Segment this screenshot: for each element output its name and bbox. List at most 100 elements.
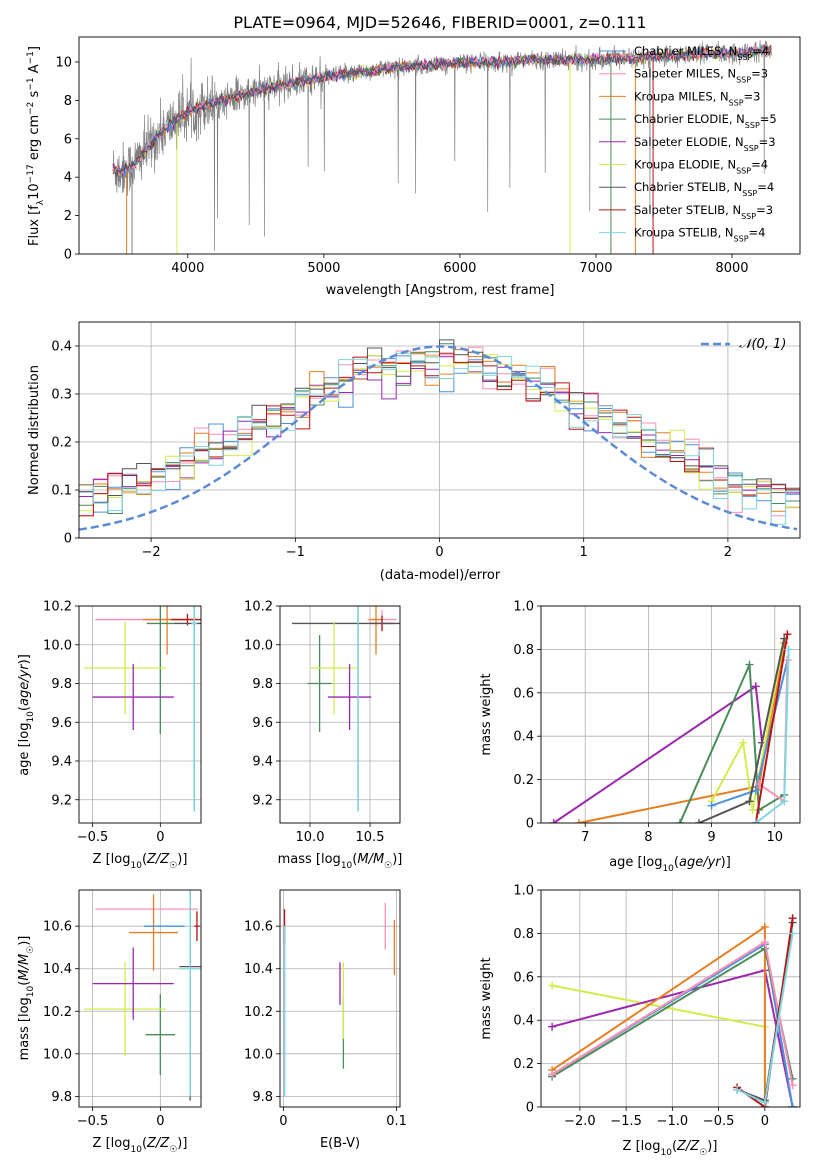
weight-marker-salpeter_stelib: [788, 914, 797, 923]
axes-frame: [279, 605, 401, 824]
x-tick-label: −1.0: [657, 1114, 689, 1129]
y-axis-label: Normed distribution: [27, 365, 42, 495]
plot-area: [112, 40, 772, 254]
normal-distribution-curve: [79, 345, 798, 531]
y-tick-label: 6: [64, 132, 72, 147]
panel-residuals: −2 −1 0 1 2 0 0.1 0.2 0.3 0.4 (data-model)/error No…: [27, 321, 801, 583]
axes-frame: [78, 321, 801, 539]
model-fit-chabrier_stelib: [112, 46, 772, 178]
weight-marker-salpeter_elodie: [549, 819, 558, 823]
legend-entry: Kroupa MILES, NSSP=3: [634, 89, 760, 107]
x-tick-label: 0: [761, 1114, 769, 1129]
panel-mass_vs_EBV: 0 0.1 9.8 10.0 10.2 10.4 10.6 E(B-V): [244, 889, 407, 1151]
weight-marker-kroupa_elodie: [748, 805, 757, 814]
y-tick-label: 8: [64, 94, 72, 109]
weight-marker-chabrier_miles: [751, 786, 760, 795]
legend-entry: Kroupa ELODIE, NSSP=4: [634, 158, 768, 176]
x-tick-label: 1: [580, 545, 588, 560]
x-tick-label: 5000: [307, 261, 340, 276]
plot-area: [84, 606, 201, 812]
legend-entry: Salpeter STELIB, NSSP=3: [634, 203, 773, 221]
axes-frame: [540, 605, 801, 824]
plot-area: [84, 890, 201, 1101]
x-axis-label: Z [log10(Z/Z☉)]: [93, 852, 188, 871]
y-tick-label: 9.2: [51, 793, 72, 808]
y-tick-label: 0.4: [513, 730, 534, 745]
x-axis-label: wavelength [Angstrom, rest frame]: [326, 283, 555, 298]
x-tick-label: 2: [724, 545, 732, 560]
x-tick-label: 0: [156, 830, 164, 845]
weight-marker-kroupa_stelib: [733, 1085, 742, 1094]
weight-marker-kroupa_stelib: [780, 797, 789, 806]
panel-weight_vs_age: 7 8 9 10 0 0.2 0.4 0.6 0.8 1.0 mass weight age [log…: [479, 600, 801, 874]
y-tick-label: 0.6: [513, 970, 534, 985]
x-tick-label: 0: [435, 545, 443, 560]
x-tick-label: 7000: [579, 261, 612, 276]
weight-marker-kroupa_stelib: [751, 819, 760, 823]
legend-entry: Chabrier STELIB, NSSP=4: [634, 180, 774, 198]
x-axis-label: Z [log10(Z/Z☉)]: [93, 1136, 188, 1155]
weight-marker-chabrier_miles: [707, 801, 716, 810]
legend-entry: Salpeter MILES, NSSP=3: [634, 67, 768, 85]
weight-line-kroupa_elodie: [551, 984, 766, 1101]
x-tick-label: 0.1: [386, 1114, 407, 1129]
panel-age_vs_mass: 10.0 10.5 9.2 9.4 9.6 9.8 10.0 10.2 mass [log10(…: [244, 600, 402, 872]
weight-line-salpeter_stelib: [754, 634, 789, 823]
weight-marker-chabrier_miles: [788, 1103, 797, 1107]
x-tick-label: 0: [279, 1114, 287, 1129]
y-tick-label: 0.4: [51, 340, 72, 355]
y-tick-label: 0: [526, 817, 534, 832]
x-axis-label: age [log10(age/yr)]: [609, 855, 731, 874]
plot-area: [549, 630, 793, 823]
weight-marker-kroupa_stelib: [784, 645, 793, 654]
weight-marker-kroupa_elodie: [739, 738, 748, 747]
legend-entry: Salpeter ELODIE, NSSP=3: [634, 135, 776, 153]
weight-marker-salpeter_miles: [760, 938, 769, 947]
weight-marker-salpeter_stelib: [783, 630, 792, 639]
histogram-kroupa_stelib: [79, 352, 800, 525]
y-tick-label: 0: [64, 532, 72, 547]
y-tick-label: 10.2: [244, 600, 273, 615]
y-tick-label: 9.4: [252, 755, 273, 770]
y-tick-label: 9.2: [252, 793, 273, 808]
plot-area: [292, 606, 400, 812]
y-tick-label: 0.8: [513, 643, 534, 658]
x-tick-label: −0.5: [77, 830, 109, 845]
histogram-chabrier_stelib: [79, 339, 800, 503]
weight-marker-salpeter_elodie: [548, 1022, 557, 1031]
panel-age_vs_Z: −0.5 0 9.2 9.4 9.6 9.8 10.0 10.2 Z [log10(Z/Z☉)]…: [17, 600, 202, 871]
y-tick-label: 10.6: [43, 920, 72, 935]
weight-marker-chabrier_elodie: [745, 660, 754, 669]
y-tick-label: 0.2: [51, 436, 72, 451]
histogram-kroupa_miles: [79, 349, 800, 512]
y-tick-label: 0.2: [513, 773, 534, 788]
y-tick-label: 9.8: [252, 1090, 273, 1105]
x-tick-label: −1.5: [610, 1114, 642, 1129]
x-tick-label: −2: [142, 545, 161, 560]
plot-area: [283, 902, 395, 1097]
y-tick-label: 0.2: [513, 1057, 534, 1072]
legend-entry: Chabrier MILES, NSSP=4: [634, 44, 769, 62]
axes-frame: [78, 605, 202, 824]
x-tick-label: 10.5: [356, 830, 385, 845]
x-tick-label: 9: [707, 830, 715, 845]
x-tick-label: −0.5: [703, 1114, 735, 1129]
y-tick-label: 10.4: [244, 962, 273, 977]
y-tick-label: 0.1: [51, 484, 72, 499]
weight-marker-kroupa_miles: [574, 819, 583, 823]
weight-line-chabrier_elodie: [679, 664, 785, 823]
x-axis-label: Z [log10(Z/Z☉)]: [623, 1139, 718, 1158]
y-tick-label: 10.2: [244, 1005, 273, 1020]
x-tick-label: 8000: [715, 261, 748, 276]
y-axis-label: mass weight: [479, 673, 494, 755]
weight-marker-chabrier_stelib: [745, 797, 754, 806]
y-tick-label: 10.0: [43, 638, 72, 653]
x-tick-label: 4000: [171, 261, 204, 276]
y-tick-label: 0.3: [51, 388, 72, 403]
y-tick-label: 1.0: [513, 884, 534, 899]
x-axis-label: E(B-V): [320, 1136, 360, 1151]
weight-marker-chabrier_stelib: [694, 819, 703, 823]
x-tick-label: 6000: [443, 261, 476, 276]
x-tick-label: 10: [766, 830, 783, 845]
